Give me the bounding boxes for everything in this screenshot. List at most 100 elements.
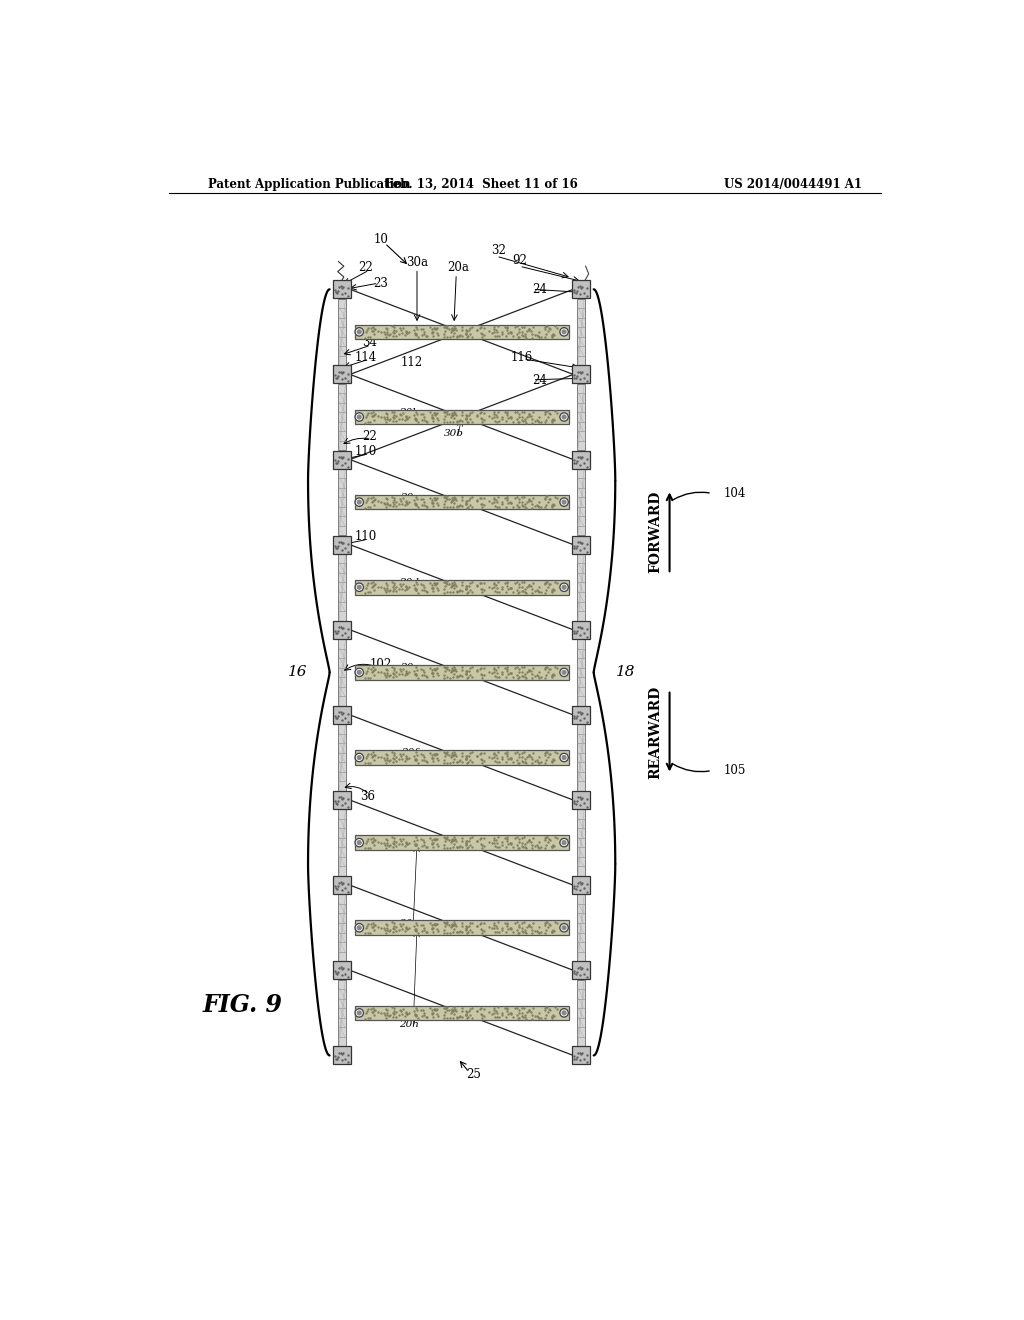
Point bbox=[530, 407, 547, 428]
Point bbox=[378, 573, 394, 594]
Point bbox=[410, 496, 426, 517]
Point bbox=[523, 578, 540, 599]
Bar bbox=[578, 384, 585, 450]
Point bbox=[429, 492, 445, 513]
Point bbox=[516, 751, 532, 772]
Point bbox=[484, 577, 501, 598]
Point bbox=[370, 491, 386, 512]
Point bbox=[398, 663, 415, 684]
Point bbox=[437, 490, 454, 511]
Point bbox=[408, 486, 424, 507]
Point bbox=[461, 405, 477, 426]
Point bbox=[503, 833, 519, 854]
Point bbox=[569, 446, 586, 467]
Point bbox=[445, 572, 462, 593]
Point bbox=[378, 407, 394, 428]
Point bbox=[400, 491, 417, 512]
Point bbox=[473, 912, 489, 933]
Point bbox=[521, 319, 538, 341]
Point bbox=[365, 491, 381, 512]
Point bbox=[376, 492, 392, 513]
Point bbox=[503, 833, 519, 854]
Point bbox=[358, 1003, 375, 1024]
Point bbox=[520, 830, 537, 851]
Point bbox=[385, 1001, 401, 1022]
Point bbox=[472, 403, 488, 424]
Point bbox=[517, 412, 534, 433]
Bar bbox=[339, 979, 346, 1047]
Bar bbox=[578, 469, 585, 536]
Point bbox=[476, 920, 493, 941]
Point bbox=[510, 917, 526, 939]
Point bbox=[572, 368, 589, 389]
Point bbox=[378, 496, 394, 517]
Point bbox=[549, 998, 565, 1019]
Point bbox=[370, 832, 386, 853]
Point bbox=[388, 661, 404, 682]
Point bbox=[438, 999, 455, 1020]
Point bbox=[366, 317, 382, 338]
Point bbox=[449, 581, 465, 602]
Point bbox=[413, 659, 429, 680]
Point bbox=[475, 913, 492, 935]
Point bbox=[425, 1006, 441, 1027]
Point bbox=[376, 407, 392, 428]
Point bbox=[529, 1006, 546, 1027]
Point bbox=[567, 367, 584, 388]
Point bbox=[458, 1005, 474, 1026]
Point bbox=[498, 837, 514, 858]
Point bbox=[541, 573, 557, 594]
Point bbox=[415, 750, 431, 771]
Point bbox=[474, 582, 490, 603]
Point bbox=[529, 411, 546, 432]
Point bbox=[381, 579, 397, 601]
Point bbox=[462, 998, 478, 1019]
Point bbox=[545, 1005, 561, 1026]
Point bbox=[474, 494, 490, 515]
Point bbox=[436, 401, 453, 422]
Point bbox=[446, 659, 463, 680]
Point bbox=[408, 579, 424, 601]
Point bbox=[458, 408, 474, 429]
Point bbox=[413, 999, 429, 1020]
Point bbox=[573, 702, 590, 723]
Point bbox=[545, 664, 561, 685]
Point bbox=[458, 494, 474, 515]
FancyBboxPatch shape bbox=[333, 876, 351, 894]
Point bbox=[451, 495, 467, 516]
Point bbox=[524, 327, 541, 348]
Point bbox=[489, 837, 506, 858]
Point bbox=[386, 828, 402, 849]
Point bbox=[436, 496, 453, 517]
Point bbox=[452, 920, 468, 941]
Point bbox=[500, 322, 516, 343]
FancyBboxPatch shape bbox=[572, 706, 590, 723]
Point bbox=[459, 492, 475, 513]
Point bbox=[532, 1007, 549, 1028]
Point bbox=[519, 407, 536, 428]
Point bbox=[386, 748, 402, 770]
Point bbox=[449, 921, 465, 942]
Point bbox=[481, 916, 498, 937]
Point bbox=[436, 997, 453, 1018]
Point bbox=[441, 412, 458, 433]
Text: 30b: 30b bbox=[444, 429, 464, 438]
Point bbox=[362, 913, 379, 935]
Point bbox=[572, 276, 589, 297]
Point bbox=[429, 409, 445, 430]
Point bbox=[517, 327, 534, 348]
Point bbox=[540, 321, 556, 342]
Point bbox=[503, 663, 519, 684]
Point bbox=[526, 665, 543, 686]
Point bbox=[544, 667, 560, 688]
Point bbox=[340, 279, 356, 300]
Point bbox=[408, 834, 424, 855]
Point bbox=[399, 748, 416, 770]
Point bbox=[488, 490, 505, 511]
Point bbox=[446, 573, 463, 594]
Point bbox=[472, 487, 488, 508]
Point bbox=[494, 748, 510, 770]
Point bbox=[409, 574, 425, 595]
Point bbox=[335, 532, 351, 553]
Point bbox=[546, 920, 562, 941]
